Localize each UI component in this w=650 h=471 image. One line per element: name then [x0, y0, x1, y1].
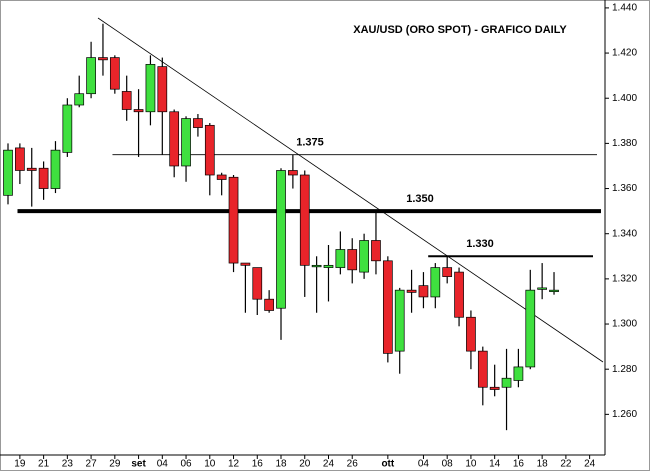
candle-body	[418, 285, 429, 298]
candle-body	[299, 174, 310, 266]
x-tick-label: set	[131, 459, 146, 470]
x-tick-label: 27	[86, 459, 98, 470]
candle-body	[98, 57, 108, 61]
y-tick-label: 1.320	[612, 274, 637, 285]
candle-body	[394, 289, 405, 352]
candle-body	[288, 170, 298, 176]
candle-body	[133, 109, 144, 113]
x-tick-label: ott	[381, 459, 394, 470]
trend-line	[97, 17, 604, 363]
candle-body	[466, 316, 476, 352]
y-tick-label: 1.380	[612, 138, 637, 149]
x-tick-label: 04	[157, 459, 169, 470]
level-label: 1.375	[296, 137, 324, 149]
x-tick-label: 04	[418, 459, 430, 470]
candle-body	[38, 167, 49, 189]
candle-body	[26, 167, 37, 171]
x-tick-label: 10	[465, 459, 477, 470]
x-tick-label: 18	[275, 459, 287, 470]
candle-body	[62, 104, 73, 153]
candle-body	[264, 298, 274, 311]
y-tick-label: 1.300	[612, 319, 637, 330]
x-tick-label: 21	[38, 459, 50, 470]
candle-body	[442, 267, 453, 277]
y-tick-label: 1.260	[612, 409, 637, 420]
candle-body	[74, 93, 85, 106]
candle-body	[228, 176, 239, 264]
candle-body	[276, 170, 286, 309]
x-tick-label: 22	[560, 459, 572, 470]
x-tick-label: 12	[228, 459, 240, 470]
x-tick-label: 10	[204, 459, 216, 470]
candle-body	[252, 267, 263, 300]
candle-body	[525, 289, 536, 368]
x-tick-label: 08	[442, 459, 454, 470]
candle-body	[15, 147, 25, 171]
candle-body	[145, 64, 156, 113]
candle-body	[204, 124, 215, 176]
x-tick-label: 19	[14, 459, 26, 470]
candle-body	[347, 249, 358, 271]
candle-body	[216, 174, 227, 180]
y-tick-label: 1.400	[612, 93, 637, 104]
y-tick-label: 1.440	[612, 3, 637, 14]
candle-body	[86, 57, 96, 95]
candle-body	[382, 260, 393, 354]
x-tick-label: 18	[537, 459, 549, 470]
candle-body	[501, 377, 512, 388]
chart-title: XAU/USD (ORO SPOT) - GRAFICO DAILY	[353, 24, 567, 36]
candle-body	[430, 267, 441, 298]
candle-body	[193, 118, 203, 128]
candle-body	[477, 350, 488, 388]
candle-body	[169, 111, 180, 167]
x-tick-label: 16	[252, 459, 264, 470]
x-tick-label: 23	[62, 459, 74, 470]
candle-body	[489, 386, 500, 390]
x-tick-label: 14	[489, 459, 501, 470]
level-label: 1.330	[466, 238, 494, 250]
x-tick-label: 24	[584, 459, 596, 470]
candle-body	[240, 262, 251, 266]
candle-body	[50, 149, 61, 189]
candle-body	[454, 271, 464, 318]
candle-body	[3, 149, 13, 196]
candle-body	[371, 240, 381, 262]
candle-body	[157, 66, 168, 113]
candle-body	[335, 249, 346, 268]
candle-body	[311, 264, 322, 268]
candle-body	[549, 289, 559, 293]
candle-body	[513, 366, 524, 381]
x-tick-label: 20	[299, 459, 311, 470]
candle-body	[537, 287, 548, 290]
y-tick-label: 1.360	[612, 183, 637, 194]
x-tick-label: 06	[180, 459, 192, 470]
candle-body	[181, 118, 191, 167]
candle-body	[323, 264, 334, 268]
candle-body	[359, 240, 369, 273]
candle-body	[406, 289, 417, 293]
y-tick-label: 1.420	[612, 48, 637, 59]
candle-body	[109, 57, 120, 90]
y-tick-label: 1.280	[612, 364, 637, 375]
level-label: 1.350	[406, 193, 434, 205]
x-tick-label: 16	[513, 459, 525, 470]
candle-body	[121, 91, 132, 110]
x-tick-label: 24	[323, 459, 335, 470]
x-tick-label: 26	[347, 459, 359, 470]
x-tick-label: 29	[109, 459, 121, 470]
y-tick-label: 1.340	[612, 228, 637, 239]
